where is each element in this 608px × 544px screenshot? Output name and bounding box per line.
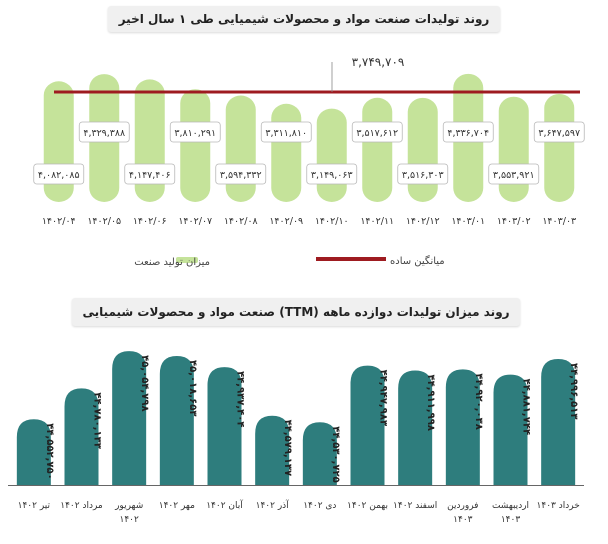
top-value-box <box>260 121 312 143</box>
bottom-category-label: آذر ۱۴۰۲ <box>256 499 290 511</box>
top-value-label: ۴,۱۴۷,۴۰۶ <box>129 170 171 181</box>
bottom-category-label: اسفند ۱۴۰۲ <box>393 501 437 511</box>
top-value-box <box>169 121 221 143</box>
top-category-label: ۱۴۰۲/۰۶ <box>133 216 167 227</box>
bottom-bar <box>398 370 433 485</box>
top-value-label: ۳,۸۱۰,۲۹۱ <box>174 128 216 139</box>
top-value-label: ۳,۵۱۷,۶۱۲ <box>356 128 398 139</box>
top-chart-title: روند تولیدات صنعت مواد و محصولات شیمیایی… <box>108 6 500 32</box>
top-value-label: ۴,۳۳۶,۷۰۴ <box>447 128 489 139</box>
bottom-value-label: ۴۴,۷۸۰,۱۳۳ <box>92 392 103 448</box>
bottom-value-label: ۴۴,۹۲۰,۰۳۸ <box>473 373 484 429</box>
top-category-label: ۱۴۰۳/۰۲ <box>497 216 531 227</box>
top-bar <box>407 97 438 202</box>
top-bar <box>180 89 211 202</box>
bottom-bar <box>16 419 51 485</box>
bottom-chart-title: روند میزان تولیدات دوازده ماهه (TTM) صنع… <box>72 298 520 326</box>
top-value-box <box>351 121 403 143</box>
bottom-value-label: ۴۴,۹۴۷,۹۸۳ <box>378 370 389 426</box>
top-bar <box>271 103 302 202</box>
top-value-label: ۳,۳۱۱,۸۱۰ <box>265 128 307 139</box>
bottom-bar <box>255 415 290 485</box>
top-value-label: ۳,۵۹۴,۳۳۲ <box>220 170 262 181</box>
bottom-bar <box>350 365 385 485</box>
top-bar <box>362 97 393 202</box>
top-category-label: ۱۴۰۲/۰۴ <box>42 216 76 227</box>
bottom-category-label: شهریور <box>114 501 143 511</box>
top-value-label: ۳,۶۴۷,۵۹۷ <box>538 128 580 139</box>
top-bar <box>225 95 256 202</box>
bottom-value-label: ۴۴,۸۸۱,۷۴۴ <box>521 379 532 435</box>
top-value-label: ۳,۵۵۳,۹۲۱ <box>493 170 535 181</box>
top-bar <box>498 96 529 202</box>
bottom-category-label: خرداد ۱۴۰۳ <box>537 501 580 511</box>
bottom-bar <box>159 356 194 485</box>
bottom-value-label: ۴۴,۵۳۰,۷۲۵ <box>330 426 341 482</box>
top-value-box <box>124 163 176 185</box>
bottom-category-label: دی ۱۴۰۲ <box>303 501 336 511</box>
top-category-label: ۱۴۰۲/۱۲ <box>406 216 440 227</box>
top-category-label: ۱۴۰۳/۰۳ <box>542 216 576 227</box>
bottom-value-label: ۴۴,۹۱۱,۹۹۸ <box>425 375 436 431</box>
top-category-label: ۱۴۰۳/۰۱ <box>451 216 485 227</box>
bottom-bar <box>302 422 337 485</box>
top-value-box <box>78 121 130 143</box>
bottom-category-label: فروردین <box>447 501 478 511</box>
bottom-bar <box>64 388 99 485</box>
top-category-label: ۱۴۰۲/۰۸ <box>224 216 258 227</box>
bottom-category-label: اردیبهشت <box>492 501 529 511</box>
bottom-bar <box>445 369 480 485</box>
bottom-bar <box>493 374 528 485</box>
bottom-category-label: تیر ۱۴۰۲ <box>18 501 51 511</box>
bottom-category-label: مهر ۱۴۰۲ <box>159 501 195 511</box>
top-value-box <box>33 163 85 185</box>
bottom-value-label: ۴۵,۰۱۸,۶۵۳ <box>187 360 198 416</box>
average-value-label: ۳,۷۴۹,۷۰۹ <box>352 55 405 69</box>
bottom-category-year: ۱۴۰۲ <box>119 515 139 525</box>
top-value-box <box>397 163 449 185</box>
top-category-label: ۱۴۰۲/۰۷ <box>178 216 212 227</box>
bottom-value-label: ۴۴,۹۳۷,۴۰۴ <box>235 371 246 427</box>
bottom-bar <box>541 359 576 485</box>
bottom-category-label: بهمن ۱۴۰۲ <box>347 501 388 511</box>
top-bar <box>316 108 347 202</box>
top-category-label: ۱۴۰۲/۱۰ <box>315 216 349 227</box>
top-value-label: ۴,۳۲۹,۳۸۸ <box>83 128 125 139</box>
top-bar <box>544 93 575 202</box>
top-value-box <box>306 163 358 185</box>
bottom-category-label: مرداد ۱۴۰۲ <box>60 501 103 511</box>
bottom-bar <box>112 351 147 485</box>
top-category-label: ۱۴۰۲/۱۱ <box>360 216 394 227</box>
bottom-category-year: ۱۴۰۳ <box>501 515 521 525</box>
bottom-value-label: ۴۴,۹۹۶,۵۱۳ <box>568 363 579 419</box>
top-value-box <box>488 163 540 185</box>
legend-label-production: میزان تولید صنعت <box>134 257 210 268</box>
bottom-category-year: ۱۴۰۳ <box>453 515 473 525</box>
legend-swatch-production <box>176 257 198 263</box>
bottom-bar <box>207 367 242 485</box>
bottom-value-label: ۴۵,۰۵۴,۷۹۸ <box>139 355 150 411</box>
top-value-box <box>533 121 585 143</box>
top-value-box <box>442 121 494 143</box>
legend-swatch-average <box>316 257 386 261</box>
bottom-value-label: ۴۴,۵۷۹,۱۳۷ <box>282 420 293 476</box>
legend-label-average: میانگین ساده <box>390 255 445 267</box>
top-category-label: ۱۴۰۲/۰۹ <box>269 216 303 227</box>
top-value-label: ۳,۱۴۹,۰۶۳ <box>311 170 353 181</box>
top-category-label: ۱۴۰۲/۰۵ <box>87 216 121 227</box>
top-value-box <box>215 163 267 185</box>
bottom-category-label: آبان ۱۴۰۲ <box>206 499 243 511</box>
top-value-label: ۳,۵۱۶,۳۰۳ <box>402 170 444 181</box>
bottom-value-label: ۴۴,۵۵۲,۷۵۰ <box>44 423 55 479</box>
top-value-label: ۴,۰۸۲,۰۸۵ <box>38 170 80 181</box>
